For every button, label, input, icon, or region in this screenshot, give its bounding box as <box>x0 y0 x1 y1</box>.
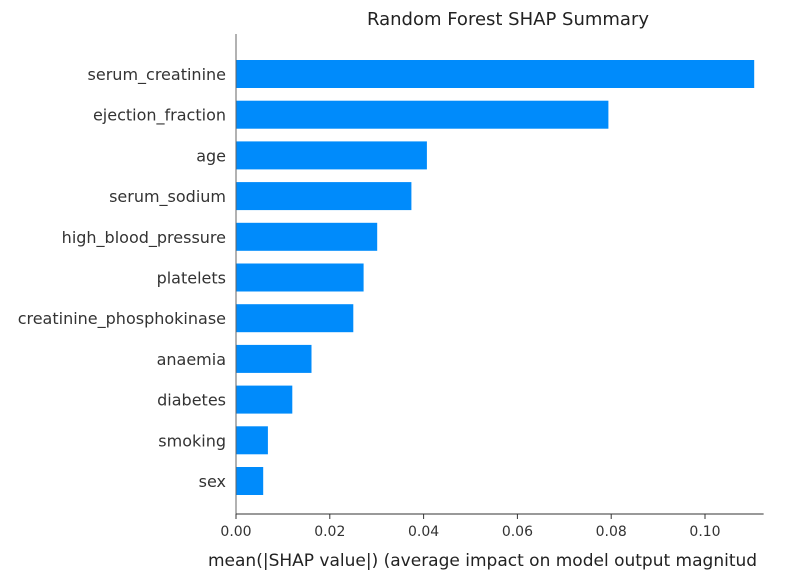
x-tick-label: 0.04 <box>408 524 439 540</box>
category-label: age <box>196 146 226 165</box>
category-label: diabetes <box>157 391 226 410</box>
category-label: creatinine_phosphokinase <box>18 309 226 329</box>
bar-smoking <box>236 426 268 455</box>
category-label: serum_sodium <box>109 187 226 207</box>
category-label: sex <box>199 472 226 491</box>
bar-anaemia <box>236 344 312 373</box>
bar-creatinine-phosphokinase <box>236 304 354 333</box>
x-tick-label: 0.06 <box>502 524 533 540</box>
bar-sex <box>236 467 264 495</box>
bar-diabetes <box>236 385 293 414</box>
category-label: ejection_fraction <box>93 106 226 126</box>
bar-serum-creatinine <box>236 60 755 88</box>
x-tick-label: 0.10 <box>689 524 720 540</box>
chart-title: Random Forest SHAP Summary <box>367 9 649 30</box>
category-label: platelets <box>157 269 226 288</box>
category-label: smoking <box>158 431 226 450</box>
x-tick-label: 0.02 <box>314 524 345 540</box>
x-tick-label: 0.00 <box>220 524 251 540</box>
category-label: serum_creatinine <box>88 65 226 85</box>
x-axis: 0.00 0.02 0.04 0.06 0.08 0.10 <box>220 513 764 540</box>
bars-group <box>235 34 755 514</box>
bar-platelets <box>236 263 364 292</box>
x-tick-label: 0.08 <box>596 524 627 540</box>
bar-age <box>236 141 427 170</box>
bar-high-blood-pressure <box>236 222 378 251</box>
x-axis-label: mean(|SHAP value|) (average impact on mo… <box>208 551 757 571</box>
category-label: anaemia <box>157 350 226 369</box>
bar-ejection-fraction <box>236 100 609 129</box>
category-label: high_blood_pressure <box>62 228 226 248</box>
bar-serum-sodium <box>236 182 412 211</box>
